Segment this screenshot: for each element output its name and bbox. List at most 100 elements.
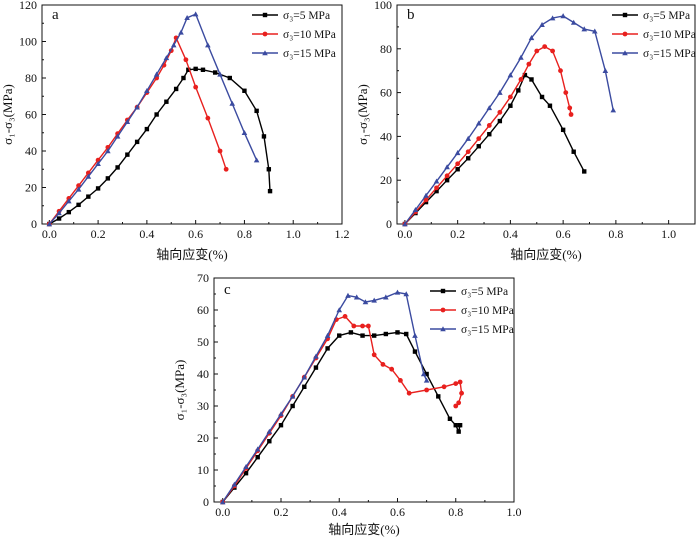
x-tick-label: 0.6 [556, 227, 571, 241]
x-axis-label: 轴向应变(%) [328, 522, 400, 537]
data-point [217, 148, 223, 154]
data-point [456, 429, 461, 434]
series-3 [402, 13, 617, 227]
data-point [205, 115, 211, 121]
series-line [48, 13, 258, 225]
data-point [380, 362, 386, 367]
data-point [497, 109, 503, 115]
data-point [371, 333, 377, 338]
data-point [476, 144, 481, 149]
legend-entry: σ₃=15 MPa [252, 48, 336, 60]
data-point [567, 105, 573, 111]
x-tick-label: 0.0 [397, 227, 412, 241]
data-point [522, 72, 528, 78]
data-point [353, 294, 360, 300]
y-tick-label: 20 [197, 431, 209, 445]
data-point [337, 333, 342, 338]
data-point [404, 331, 409, 337]
y-tick-label: 30 [197, 399, 209, 413]
data-point [459, 390, 464, 396]
data-point [144, 126, 150, 132]
data-point [518, 77, 524, 82]
y-tick-label: 70 [197, 271, 209, 285]
panel-letter: a [52, 7, 59, 23]
data-point [518, 54, 524, 60]
data-point [46, 221, 53, 227]
data-point [476, 136, 482, 141]
legend-entry: σ₃=5 MPa [252, 10, 330, 22]
y-tick-label: 100 [19, 35, 37, 49]
data-point [56, 216, 62, 221]
y-tick-label: 20 [380, 173, 392, 187]
y-tick-label: 0 [386, 217, 392, 231]
data-point [164, 99, 169, 104]
data-point [144, 87, 150, 94]
data-point [487, 132, 492, 137]
data-point [254, 108, 259, 114]
panel-a: 0.0 0.2 0.4 0.6 0.8 1.0 1.2 0 20 40 60 80 100 120 轴向应变… [0, 0, 350, 262]
data-point [153, 71, 160, 77]
data-point [66, 198, 72, 204]
series-1 [402, 72, 587, 227]
legend-marker [622, 50, 628, 56]
legend-entry: σ₃=10 MPa [612, 29, 696, 41]
data-point [444, 164, 450, 170]
y-tick-label: 0 [31, 217, 37, 231]
data-point [539, 21, 545, 27]
panel-c: 0.0 0.2 0.4 0.6 0.8 1.0 0 10 20 30 40 50 60 70 轴向应变(%)… [172, 271, 522, 537]
data-point [205, 42, 211, 48]
data-point [570, 19, 577, 25]
series-3 [46, 11, 260, 227]
data-point [163, 55, 170, 61]
data-point [192, 11, 199, 17]
x-axis-label: 轴向应变(%) [156, 247, 228, 262]
data-point [453, 403, 459, 409]
data-point [433, 178, 440, 184]
data-point [342, 314, 348, 319]
data-point [217, 71, 223, 77]
data-point [497, 89, 503, 95]
series-line [48, 37, 227, 225]
data-point [324, 332, 331, 338]
x-tick-label: 0.6 [188, 227, 203, 241]
legend-marker [622, 12, 628, 18]
data-point [345, 292, 351, 298]
y-tick-label: 80 [25, 71, 37, 85]
data-point [383, 331, 389, 337]
data-point [436, 394, 441, 399]
data-point [403, 291, 410, 297]
data-point [360, 323, 365, 329]
legend-entry: σ₃=15 MPa [612, 48, 696, 60]
y-tick-label: 10 [197, 463, 209, 477]
panel-letter: c [224, 282, 231, 298]
data-point [241, 129, 248, 135]
data-point [86, 194, 91, 199]
data-point [56, 210, 62, 216]
data-point [434, 188, 439, 194]
panel-b: 0.0 0.2 0.4 0.6 0.8 1.0 0 20 40 60 80 100 轴向应变(%) σ₁-… [355, 0, 696, 262]
y-tick-label: 120 [19, 0, 37, 12]
data-point [412, 349, 418, 354]
y-axis-label: σ₁-σ₃(MPa) [172, 360, 187, 421]
data-point [301, 374, 308, 380]
data-point [134, 104, 140, 110]
legend-label: σ₃=10 MPa [283, 29, 336, 41]
data-point [255, 455, 260, 460]
data-point [453, 423, 458, 428]
data-point [313, 365, 319, 370]
data-point [178, 29, 184, 35]
data-point [529, 77, 534, 82]
data-point [423, 192, 429, 198]
y-tick-label: 20 [25, 181, 37, 195]
data-point [549, 15, 556, 21]
series-line [222, 291, 428, 503]
legend-label: σ₃=5 MPa [283, 10, 330, 22]
panel-letter: b [407, 7, 415, 23]
data-point [406, 390, 412, 396]
data-point [558, 68, 563, 74]
data-point [568, 112, 574, 117]
data-point [227, 75, 233, 81]
data-point [412, 332, 418, 338]
data-point [539, 94, 545, 100]
x-tick-label: 1.0 [507, 505, 522, 519]
